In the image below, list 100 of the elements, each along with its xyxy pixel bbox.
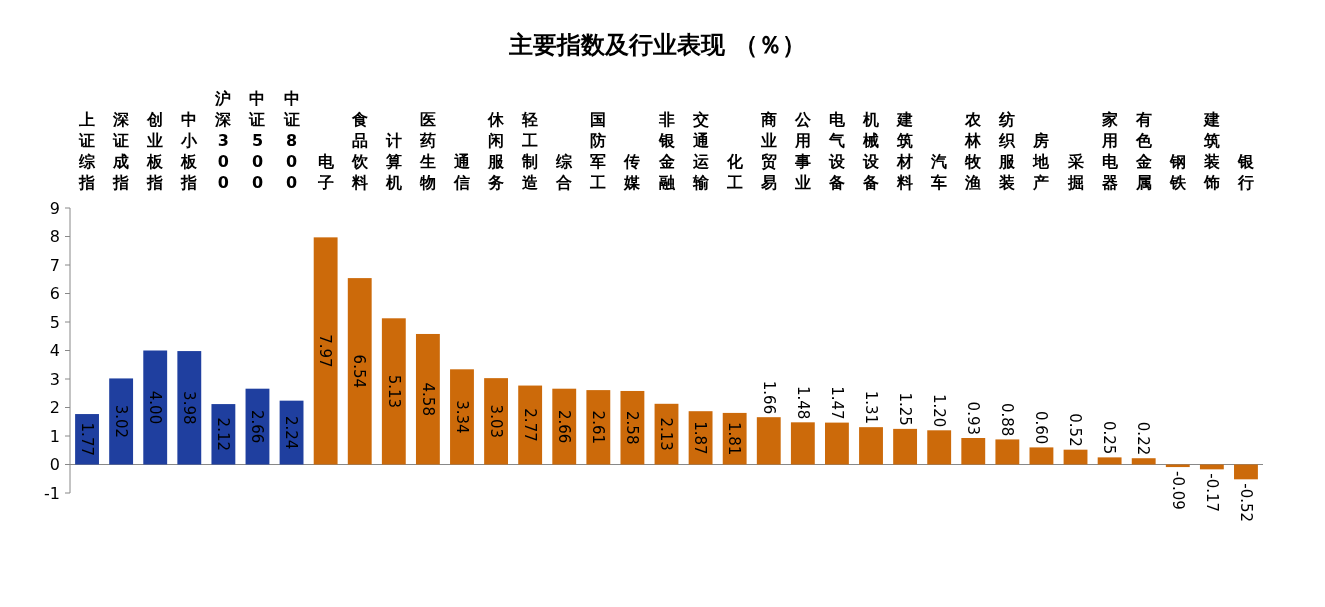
- data-label: 0.88: [998, 403, 1017, 437]
- y-tick-label: 3: [49, 369, 60, 389]
- bar: [893, 428, 918, 465]
- bar: [586, 390, 611, 465]
- data-label: 7.97: [316, 334, 335, 368]
- data-label: 3.98: [180, 391, 199, 425]
- data-label: 0.60: [1032, 410, 1051, 445]
- y-tick-label: 7: [49, 255, 60, 275]
- data-label: 1.66: [759, 380, 778, 415]
- data-label: 2.24: [282, 415, 301, 450]
- x-tick-label: 有色金属: [1134, 110, 1153, 192]
- data-label: 2.66: [554, 409, 573, 444]
- data-label: 0.52: [1066, 413, 1085, 447]
- data-label: 1.47: [827, 386, 846, 420]
- data-label: 0.22: [1134, 421, 1153, 456]
- bar: [995, 439, 1020, 465]
- x-tick-label: 电子: [316, 152, 335, 192]
- data-label: 4.00: [145, 390, 164, 425]
- bar: [518, 385, 543, 465]
- bar: [927, 430, 952, 465]
- bar: [415, 333, 440, 465]
- x-tick-label: 计算机: [384, 131, 402, 192]
- x-tick-label: 建筑材料: [895, 110, 914, 192]
- y-tick-label: 1: [49, 426, 60, 446]
- x-tick-label: 非银金融: [657, 110, 676, 192]
- bar: [109, 378, 134, 465]
- data-label: 1.81: [725, 422, 744, 456]
- data-label: 1.20: [929, 393, 948, 428]
- bar: [552, 388, 577, 465]
- bar: [211, 404, 236, 465]
- bar: [1234, 464, 1258, 480]
- bar: [620, 390, 645, 465]
- bar: [450, 369, 474, 465]
- data-label: 5.13: [384, 374, 403, 409]
- data-label: 2.13: [657, 417, 676, 451]
- x-tick-label: 轻工制造: [521, 110, 540, 192]
- x-tick-label: 银行: [1236, 152, 1255, 192]
- x-tick-label: 中证800: [282, 89, 300, 192]
- y-tick-label: 4: [49, 341, 60, 361]
- x-tick-label: 家用电器: [1100, 110, 1119, 192]
- data-label: 2.58: [623, 411, 642, 445]
- x-tick-label: 纺织服装: [998, 110, 1017, 192]
- data-label: 1.25: [895, 392, 914, 426]
- bar: [1029, 447, 1054, 465]
- x-tick-label: 沪深300: [214, 89, 233, 192]
- x-tick-label: 通信: [452, 152, 471, 192]
- bar: [347, 278, 372, 465]
- data-label: 3.02: [111, 404, 130, 439]
- bar: [1097, 457, 1122, 465]
- bar: [756, 417, 781, 465]
- y-tick-label: -1: [44, 483, 60, 503]
- data-label: 1.31: [861, 390, 880, 425]
- bar: [177, 351, 202, 465]
- x-tick-label: 电气设备: [827, 110, 846, 192]
- x-tick-label: 食品饮料: [350, 110, 369, 192]
- data-label: 2.61: [589, 410, 608, 445]
- data-label: 2.12: [214, 417, 233, 451]
- bar: [825, 422, 849, 465]
- data-label: 2.66: [248, 409, 267, 444]
- x-tick-label: 交通运输: [691, 110, 710, 192]
- x-tick-label: 综合: [555, 152, 574, 192]
- x-tick-label: 上证综指: [78, 110, 97, 192]
- x-tick-label: 化工: [725, 152, 744, 192]
- data-label: 3.34: [452, 400, 471, 434]
- bar: [1063, 449, 1088, 465]
- bar: [961, 438, 986, 465]
- x-tick-label: 采掘: [1066, 152, 1084, 192]
- x-tick-label: 钢铁: [1168, 152, 1187, 192]
- bar: [484, 378, 508, 465]
- data-label: 1.77: [77, 422, 96, 456]
- x-tick-label: 中小板指: [180, 110, 199, 192]
- data-label: 3.03: [486, 404, 505, 439]
- x-tick-label: 休闲服务: [487, 110, 506, 192]
- data-label: 0.25: [1100, 420, 1119, 455]
- x-tick-label: 中证500: [248, 89, 266, 192]
- data-label: -0.09: [1168, 471, 1187, 510]
- x-tick-label: 机械设备: [862, 110, 881, 192]
- x-tick-label: 深证成指: [112, 110, 131, 192]
- data-label: 6.54: [350, 354, 369, 389]
- y-tick-label: 6: [49, 284, 60, 304]
- chart-title: 主要指数及行业表现 （％）: [508, 31, 806, 59]
- x-tick-label: 建筑装饰: [1201, 110, 1220, 192]
- bar: [381, 318, 406, 465]
- x-tick-label: 传媒: [623, 152, 642, 192]
- x-tick-label: 农林牧渔: [964, 110, 983, 192]
- y-tick-label: 5: [49, 312, 60, 332]
- x-tick-label: 医药生物: [418, 110, 436, 192]
- data-label: 1.48: [793, 385, 812, 420]
- bar: [143, 350, 168, 465]
- bar: [790, 422, 815, 465]
- data-label: 1.87: [691, 421, 710, 455]
- data-label: 4.58: [418, 382, 437, 416]
- y-tick-label: 2: [49, 398, 60, 418]
- x-tick-label: 汽车: [930, 152, 948, 192]
- data-label: 2.77: [520, 408, 539, 442]
- x-tick-label: 公用事业: [793, 110, 812, 192]
- x-tick-label: 商业贸易: [759, 110, 777, 192]
- bar: [1131, 458, 1156, 465]
- data-label: -0.17: [1202, 473, 1221, 513]
- data-label: -0.52: [1236, 483, 1255, 523]
